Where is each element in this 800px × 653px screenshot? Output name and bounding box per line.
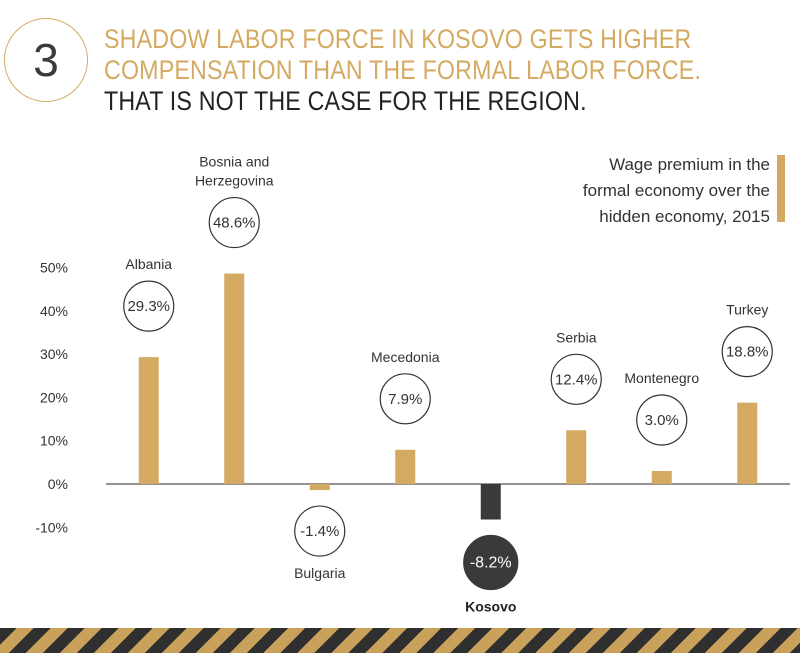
data-label: 12.4%: [555, 371, 598, 388]
bar: [309, 484, 330, 491]
value-circle: [294, 505, 346, 557]
y-tick-label: 10%: [40, 433, 68, 449]
data-label: 48.6%: [213, 215, 256, 232]
value-circle: [208, 196, 260, 249]
y-tick-label: 50%: [40, 260, 68, 276]
category-label: Turkey: [726, 302, 768, 318]
category-label: Mecedonia: [371, 349, 440, 365]
bar: [651, 471, 672, 484]
legend-line-3: hidden economy, 2015: [599, 207, 770, 226]
bar: [737, 402, 758, 484]
data-label: 18.8%: [726, 344, 769, 361]
bar: [395, 449, 416, 484]
footer-stripes: [0, 628, 800, 653]
legend-line-2: formal economy over the: [582, 181, 770, 200]
value-circle: [463, 534, 519, 591]
section-number-badge: 3: [4, 18, 88, 102]
data-label: -8.2%: [470, 555, 512, 572]
value-circle: [721, 325, 773, 378]
chart-title: SHADOW LABOR FORCE IN KOSOVO GETS HIGHER…: [104, 24, 702, 117]
title-line-3: THAT IS NOT THE CASE FOR THE REGION.: [104, 86, 587, 116]
category-label: Serbia: [556, 329, 597, 345]
legend-line-1: Wage premium in the: [609, 155, 770, 174]
y-tick-label: 30%: [40, 346, 68, 362]
category-label: Bosnia and: [199, 154, 269, 170]
category-label: Bulgaria: [294, 565, 346, 581]
value-circle: [636, 394, 688, 446]
y-tick-label: 40%: [40, 303, 68, 319]
y-tick-label: 20%: [40, 389, 68, 405]
category-label: Herzegovina: [195, 173, 274, 189]
value-circle: [123, 280, 175, 332]
category-label: Montenegro: [624, 370, 699, 386]
category-label: Albania: [125, 256, 172, 272]
legend: Wage premium in the formal economy over …: [530, 152, 770, 230]
bar: [566, 430, 587, 484]
value-circle: [550, 353, 602, 405]
legend-swatch: [777, 155, 785, 222]
title-line-2: COMPENSATION THAN THE FORMAL LABOR FORCE…: [104, 55, 702, 85]
section-number: 3: [33, 34, 59, 86]
category-label: Kosovo: [465, 599, 516, 615]
value-circle: [379, 373, 431, 425]
y-tick-label: 0%: [48, 476, 68, 492]
bar-chart: 50% 40% 30% 20% 10% 0% -10% Albania 29.3% Bosnia …: [35, 154, 790, 615]
data-label: 7.9%: [388, 391, 422, 408]
bar: [480, 484, 501, 520]
bar: [224, 273, 245, 484]
title-line-1: SHADOW LABOR FORCE IN KOSOVO GETS HIGHER: [104, 24, 692, 54]
bar: [138, 357, 159, 484]
data-label: 29.3%: [127, 298, 170, 315]
y-tick-label: -10%: [35, 519, 68, 535]
data-label: -1.4%: [300, 523, 339, 540]
data-label: 3.0%: [645, 412, 679, 429]
